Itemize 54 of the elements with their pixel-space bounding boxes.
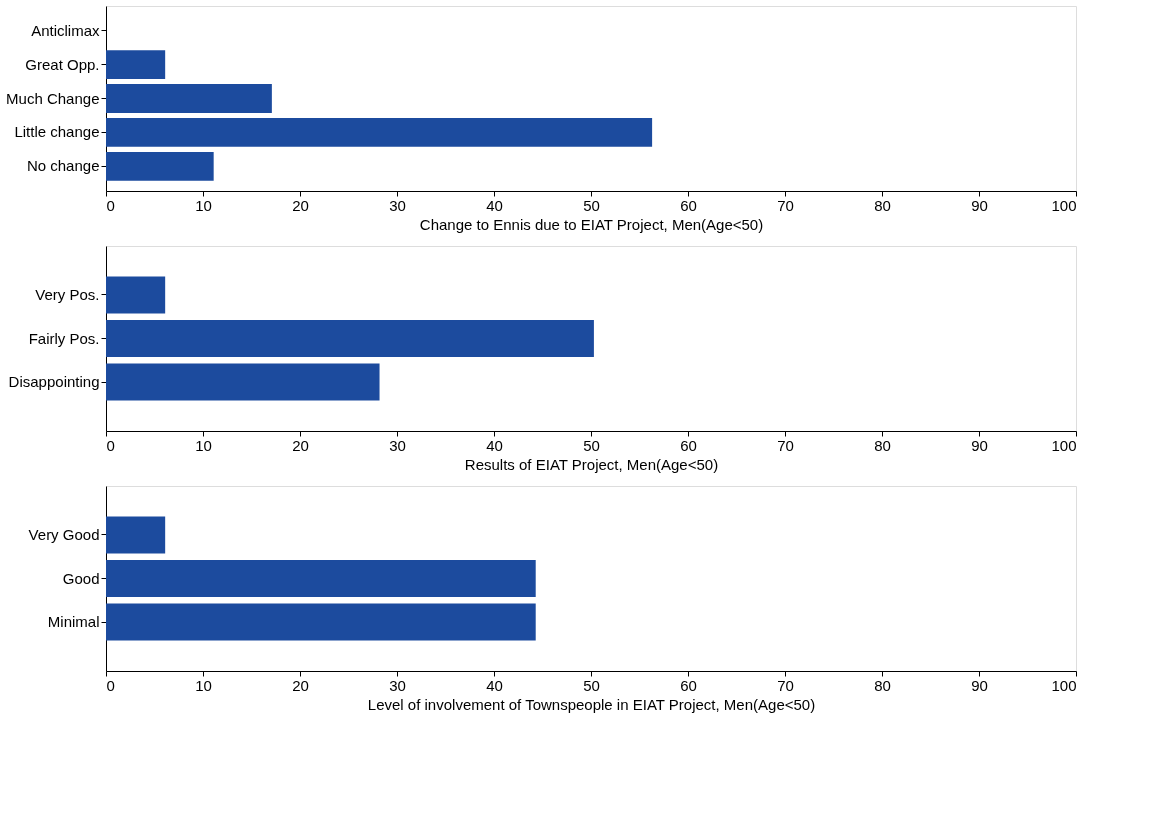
x-tick-label: 80 <box>874 436 891 454</box>
x-axis-title: Change to Ennis due to EIAT Project, Men(Age<50) <box>419 215 764 233</box>
bar <box>106 50 166 79</box>
bar <box>106 276 166 314</box>
y-tick-label: Fairly Pos. <box>28 329 100 347</box>
x-tick-label: 100 <box>1051 436 1077 454</box>
y-tick-label: Great Opp. <box>25 55 100 73</box>
x-tick-label: 70 <box>777 196 794 214</box>
x-tick-label: 40 <box>486 196 503 214</box>
y-tick-label: No change <box>26 157 100 175</box>
x-tick-label: 70 <box>777 676 794 694</box>
x-tick-label: 60 <box>680 436 697 454</box>
x-tick-label: 70 <box>777 436 794 454</box>
x-tick-label: 40 <box>486 436 503 454</box>
x-tick-label: 90 <box>971 436 988 454</box>
x-tick-label: 20 <box>292 436 309 454</box>
x-tick-label: 10 <box>195 436 212 454</box>
x-tick-label: 30 <box>389 196 406 214</box>
x-axis-title: Level of involvement of Townspeople in EIAT Project, Men(Age<50) <box>367 695 816 713</box>
y-tick-label: Very Pos. <box>35 285 100 303</box>
x-tick-label: 100 <box>1051 196 1077 214</box>
x-tick-label: 50 <box>583 436 600 454</box>
x-tick-label: 30 <box>389 436 406 454</box>
x-tick-label: 40 <box>486 676 503 694</box>
x-axis-title: Results of EIAT Project, Men(Age<50) <box>464 455 719 473</box>
x-tick-label: 30 <box>389 676 406 694</box>
bar <box>106 84 272 113</box>
x-tick-label: 60 <box>680 676 697 694</box>
x-tick-label: 20 <box>292 196 309 214</box>
y-tick-label: Much Change <box>6 89 100 107</box>
x-tick-label: 0 <box>106 676 115 694</box>
y-tick-label: Minimal <box>47 613 100 631</box>
x-tick-label: 50 <box>583 676 600 694</box>
y-tick-label: Good <box>62 569 100 587</box>
x-tick-label: 50 <box>583 196 600 214</box>
x-tick-label: 10 <box>195 196 212 214</box>
x-tick-label: 100 <box>1051 676 1077 694</box>
x-tick-label: 80 <box>874 676 891 694</box>
x-tick-label: 80 <box>874 196 891 214</box>
y-tick-label: Little change <box>14 123 100 141</box>
x-tick-label: 10 <box>195 676 212 694</box>
bar <box>106 118 653 147</box>
x-tick-label: 0 <box>106 436 115 454</box>
y-tick-label: Disappointing <box>8 373 100 391</box>
x-tick-label: 20 <box>292 676 309 694</box>
x-tick-label: 90 <box>971 196 988 214</box>
x-tick-label: 0 <box>106 196 115 214</box>
x-tick-label: 60 <box>680 196 697 214</box>
bar <box>106 320 594 357</box>
bar <box>106 151 214 181</box>
y-tick-label: Anticlimax <box>31 21 100 39</box>
bar <box>106 363 380 401</box>
x-tick-label: 90 <box>971 676 988 694</box>
y-tick-label: Very Good <box>28 525 100 543</box>
